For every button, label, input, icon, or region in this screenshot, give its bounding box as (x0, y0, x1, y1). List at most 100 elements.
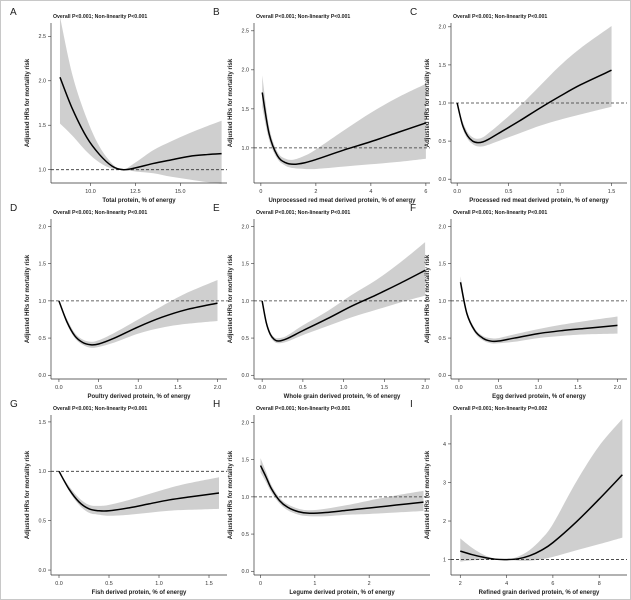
x-tick-label: 1 (313, 581, 316, 587)
panel-letter: F (410, 203, 416, 214)
y-tick-label: 1.0 (242, 299, 250, 305)
x-tick-label: 12.5 (130, 189, 141, 195)
significance-label: Overall P<0.001; Non-linearity P=0.002 (453, 406, 547, 412)
x-tick-label: 2.0 (214, 385, 222, 391)
hr-curve (58, 300, 218, 346)
x-tick-label: 0.0 (258, 385, 266, 391)
significance-label: Overall P<0.001; Non-linearity P<0.001 (256, 210, 350, 216)
y-tick-label: 3 (443, 480, 446, 486)
y-tick-label: 2 (443, 519, 446, 525)
y-tick-label: 0.0 (39, 373, 47, 379)
x-tick-label: 1.0 (556, 189, 564, 195)
x-tick-label: 0 (259, 581, 262, 587)
x-tick-label: 15.0 (175, 189, 186, 195)
x-axis-title: Poultry derived protein, % of energy (87, 394, 191, 400)
y-tick-label: 0.0 (39, 568, 47, 574)
panel-d: D Overall P<0.001; Non-linearity P<0.001 0… (10, 203, 227, 400)
x-tick-label: 6 (551, 581, 554, 587)
y-axis-title: Adjusted HRs for mortality risk (25, 58, 31, 147)
y-tick-label: 2.0 (242, 224, 250, 230)
hr-curve (261, 269, 426, 342)
y-tick-label: 1.0 (39, 469, 47, 475)
significance-label: Overall P<0.001; Non-linearity P<0.001 (53, 210, 147, 216)
hr-curve (261, 92, 427, 166)
x-tick-label: 0.0 (55, 385, 63, 391)
panel-f: F Overall P<0.001; Non-linearity P<0.001 0… (410, 203, 627, 400)
y-tick-label: 0.5 (439, 139, 447, 145)
y-tick-label: 1.5 (242, 107, 250, 113)
y-tick-label: 1.5 (39, 262, 47, 268)
x-tick-label: 2 (314, 189, 317, 195)
significance-label: Overall P<0.001; Non-linearity P<0.001 (53, 406, 147, 412)
y-tick-label: 0.0 (242, 373, 250, 379)
y-tick-label: 1.5 (242, 262, 250, 268)
y-tick-label: 2.0 (39, 79, 47, 85)
x-tick-label: 2.0 (614, 385, 622, 391)
y-axis-title: Adjusted HRs for mortality risk (425, 254, 431, 343)
x-axis-title: Whole grain derived protein, % of energy (284, 394, 401, 400)
confidence-band (262, 75, 426, 170)
panel-letter: C (410, 7, 417, 18)
hr-curve (456, 69, 612, 144)
x-tick-label: 2 (459, 581, 462, 587)
y-tick-label: 2.0 (242, 420, 250, 426)
hr-curve (460, 474, 623, 561)
significance-label: Overall P<0.001; Non-linearity P<0.001 (53, 14, 147, 20)
hr-curve (59, 76, 222, 171)
x-tick-label: 10.0 (85, 189, 96, 195)
x-tick-label: 2 (368, 581, 371, 587)
x-axis-title: Unprocessed red meat derived protein, % … (268, 198, 416, 204)
y-tick-label: 1.0 (439, 101, 447, 107)
significance-label: Overall P<0.001; Non-linearity P<0.001 (256, 406, 350, 412)
x-axis-title: Egg derived protein, % of energy (492, 394, 586, 400)
y-tick-label: 2.5 (39, 34, 47, 40)
y-axis-title: Adjusted HRs for mortality risk (228, 254, 234, 343)
x-tick-label: 0.5 (495, 385, 503, 391)
panel-letter: E (213, 203, 220, 214)
y-tick-label: 1.0 (242, 146, 250, 152)
x-tick-label: 0.5 (95, 385, 103, 391)
confidence-band (262, 242, 426, 344)
panel-i: I Overall P<0.001; Non-linearity P=0.002 1… (410, 399, 627, 596)
y-axis-title: Adjusted HRs for mortality risk (25, 254, 31, 343)
y-tick-label: 2.0 (439, 25, 447, 31)
confidence-band (59, 16, 222, 184)
panel-letter: I (410, 399, 413, 410)
x-tick-label: 6 (424, 189, 427, 195)
y-tick-label: 0.0 (439, 373, 447, 379)
y-axis-title: Adjusted HRs for mortality risk (25, 450, 31, 539)
panel-h: H Overall P<0.001; Non-linearity P<0.001 0… (213, 399, 430, 596)
x-tick-label: 1.5 (381, 385, 389, 391)
y-tick-label: 1.0 (439, 299, 447, 305)
y-tick-label: 2.0 (39, 224, 47, 230)
y-tick-label: 1.5 (439, 262, 447, 268)
significance-label: Overall P<0.001; Non-linearity P<0.001 (256, 14, 350, 20)
y-tick-label: 2.0 (242, 68, 250, 74)
significance-label: Overall P<0.001; Non-linearity P<0.001 (453, 210, 547, 216)
x-tick-label: 1.5 (174, 385, 182, 391)
y-tick-label: 0.5 (39, 336, 47, 342)
y-tick-label: 1.0 (39, 168, 47, 174)
y-tick-label: 4 (443, 442, 446, 448)
x-tick-label: 8 (598, 581, 601, 587)
panel-c: C Overall P<0.001; Non-linearity P<0.001 0… (410, 7, 627, 204)
x-tick-label: 1.5 (574, 385, 582, 391)
x-axis-title: Refined grain derived protein, % of ener… (479, 590, 600, 596)
x-tick-label: 0.5 (505, 189, 513, 195)
panel-letter: D (10, 203, 17, 214)
y-tick-label: 1.5 (439, 63, 447, 69)
y-tick-label: 0.5 (39, 519, 47, 525)
confidence-band (460, 418, 623, 562)
panel-a: A Overall P<0.001; Non-linearity P<0.001 1… (10, 7, 227, 204)
x-tick-label: 0.0 (453, 189, 461, 195)
x-tick-label: 0 (259, 189, 262, 195)
y-axis-title: Adjusted HRs for mortality risk (228, 58, 234, 147)
panel-g: G Overall P<0.001; Non-linearity P<0.001 0… (10, 399, 227, 596)
x-axis-title: Processed red meat derived protein, % of… (469, 198, 609, 204)
confidence-band (460, 276, 618, 344)
y-axis-title: Adjusted HRs for mortality risk (228, 450, 234, 539)
y-axis-title: Adjusted HRs for mortality risk (425, 58, 431, 147)
y-axis-title: Adjusted HRs for mortality risk (425, 450, 431, 539)
y-tick-label: 1.0 (242, 495, 250, 501)
panel-letter: B (213, 7, 220, 18)
